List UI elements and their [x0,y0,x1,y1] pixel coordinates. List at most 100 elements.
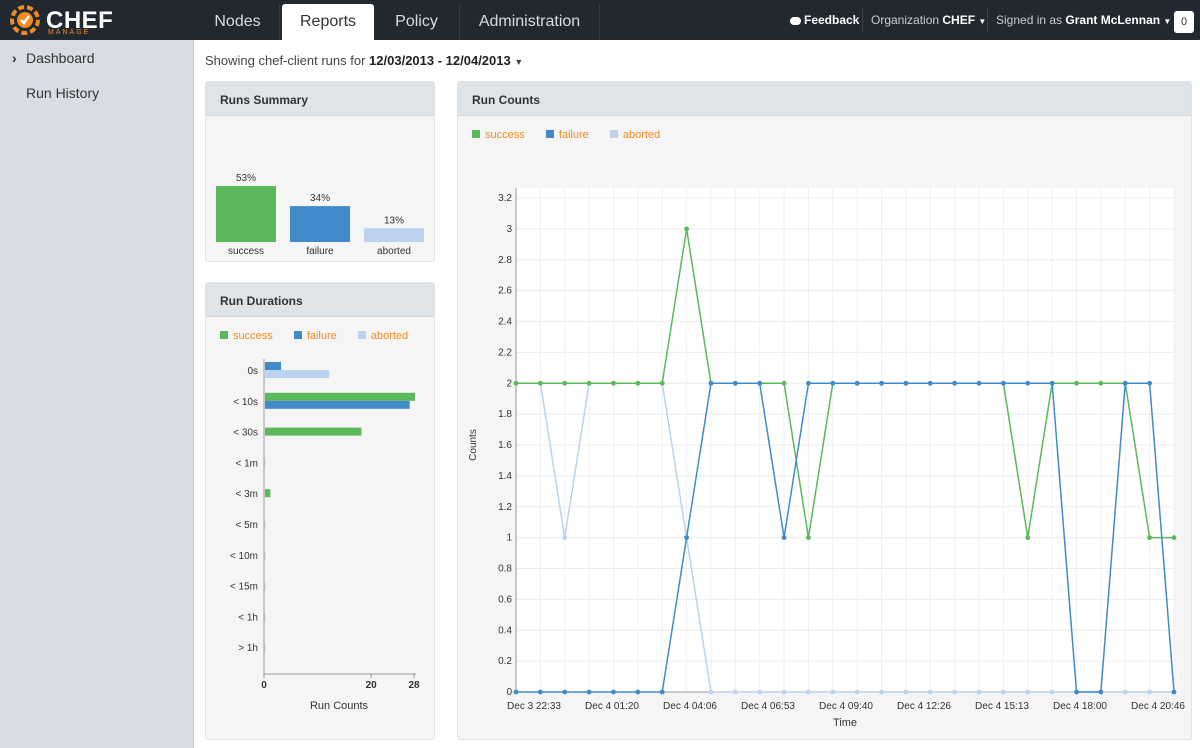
y-tick-label: 0.6 [498,594,512,605]
data-point-aborted [757,689,763,695]
sidebar-item-dashboard[interactable]: › Dashboard [0,50,194,70]
data-point-failure [1122,380,1128,386]
data-point-failure [586,689,592,695]
data-point-failure [903,380,909,386]
y-tick-label: 3 [506,224,512,235]
org-label: Organization [871,13,940,27]
y-tick-label: 1.6 [498,440,512,451]
data-point-failure [732,380,738,386]
legend-swatch [357,331,366,340]
sidebar-item-label: Dashboard [26,50,95,66]
legend-item[interactable]: aborted [357,330,408,342]
data-point-aborted [976,689,982,695]
tab-administration[interactable]: Administration [460,4,600,40]
tab-policy[interactable]: Policy [374,4,460,40]
data-point-success [513,380,519,386]
sidebar: › Dashboard Run History [0,40,194,748]
run-counts-panel: Run Counts success failure aborted 0 0.2 0… [457,81,1192,740]
summary-category-label: failure [306,246,334,257]
duration-category-label: < 1h [238,612,258,623]
run-counts-chart: 0 0.2 0.4 0.6 0.8 1 1.2 1.4 1.6 1.8 2 2.2 2.4 2.6 2.8 3… [468,188,1185,729]
brand-sub: MANAGE [48,29,91,36]
duration-category-label: > 1h [238,643,258,654]
legend-item[interactable]: aborted [609,129,661,141]
run-durations-chart: 0s < 10s < 30s < 1m < 3m < 5m < 10m < 15m < 1h > … [230,359,420,712]
duration-bar [265,392,415,401]
legend-swatch [472,130,480,139]
user-menu[interactable]: Signed in as Grant McLennan ▼ [996,13,1171,27]
sidebar-item-run-history[interactable]: Run History [0,85,194,105]
notification-badge[interactable]: 0 [1174,11,1194,33]
legend-item[interactable]: failure [545,129,589,141]
y-tick-label: 2.2 [498,347,512,358]
x-tick-label: Dec 4 12:26 [897,701,951,712]
x-tick-label: Dec 4 15:13 [975,701,1029,712]
tab-nodes[interactable]: Nodes [196,4,280,40]
legend-swatch [293,331,302,340]
data-point-aborted [927,689,933,695]
y-tick-label: 0.8 [498,564,512,575]
legend-label: failure [558,129,589,141]
y-axis-title: Counts [468,429,479,461]
chef-logo[interactable]: CHEF MANAGE [8,4,128,36]
run-durations-panel: Run Durations success failure aborted 0s… [205,282,435,740]
runs-summary-panel: Runs Summary 53% success 34% failure 13% abor… [205,81,435,262]
x-tick-label: Dec 3 22:33 [507,701,561,712]
duration-bar [265,427,362,436]
y-tick-label: 2 [506,378,512,389]
user-name: Grant McLennan [1065,13,1161,27]
summary-bar [290,206,350,242]
summary-value-label: 13% [384,215,404,226]
data-point-aborted [854,689,860,695]
data-point-failure [1147,380,1153,386]
data-point-failure [927,380,933,386]
data-point-failure [879,380,884,386]
duration-category-label: < 10m [230,551,258,562]
data-point-failure [684,535,689,541]
x-axis-title: Run Counts [310,700,369,712]
duration-bar [265,362,282,370]
plot-area [516,188,1174,692]
legend-label: aborted [622,129,661,141]
legend-label: failure [306,330,337,342]
duration-category-label: < 5m [235,520,258,531]
data-point-success [1171,535,1177,541]
feedback-link[interactable]: Feedback [790,13,859,27]
duration-bar [265,400,410,409]
run-counts-legend: success failure aborted [472,129,678,141]
tab-reports[interactable]: Reports [282,4,374,40]
data-point-failure [708,380,714,386]
data-point-failure [1025,380,1031,386]
data-point-aborted [806,689,811,695]
panel-title: Run Durations [206,283,434,317]
data-point-aborted [1049,689,1055,695]
legend-item[interactable]: success [472,129,525,141]
panel-title: Runs Summary [206,82,434,116]
data-point-failure [1001,380,1006,386]
y-tick-label: 0 [506,687,512,698]
y-tick-label: 2.8 [498,255,512,266]
y-tick-label: 1 [506,533,512,544]
y-tick-label: 1.8 [498,409,512,420]
duration-bar [264,644,266,653]
organization-menu[interactable]: Organization CHEF ▼ [871,13,986,27]
panel-title: Run Counts [458,82,1191,116]
legend-item[interactable]: failure [293,330,337,342]
caret-down-icon: ▼ [978,17,987,26]
sidebar-item-label: Run History [26,85,100,101]
legend-item[interactable]: success [220,330,273,342]
summary-category-label: success [228,246,264,257]
x-tick-label: 0 [261,680,267,691]
data-point-success [586,380,592,386]
data-point-aborted [952,689,958,695]
y-tick-label: 3.2 [498,193,512,204]
data-point-failure [513,689,519,695]
runs-summary-chart: 53% success 34% failure 13% aborted [216,173,424,257]
data-point-aborted [781,689,787,695]
x-tick-label: 28 [408,680,420,691]
date-range-selector[interactable]: Showing chef-client runs for 12/03/2013 … [205,53,523,68]
nav-divider [862,8,863,32]
data-point-failure [1049,380,1055,386]
x-axis-title: Time [833,717,857,729]
data-point-aborted [1025,689,1031,695]
